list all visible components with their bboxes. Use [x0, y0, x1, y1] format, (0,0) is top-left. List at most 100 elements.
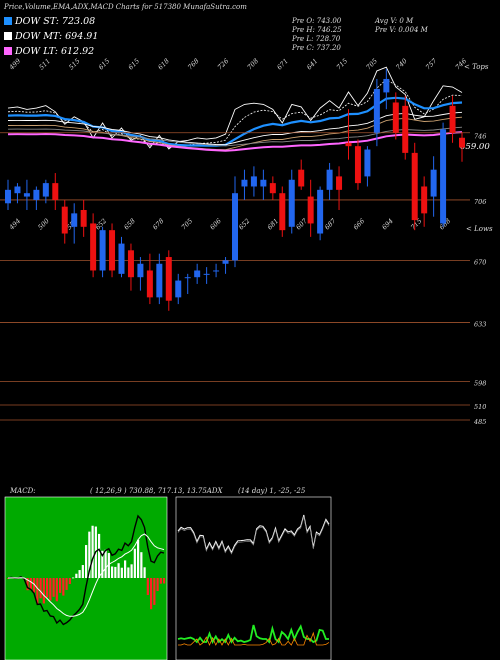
legend-dow-st: DOW ST: 723.08 — [4, 16, 95, 27]
candle-body — [459, 137, 465, 148]
candle-body — [127, 250, 134, 278]
macd-histogram-bar — [159, 578, 162, 584]
tops-label: 740 — [394, 57, 408, 71]
candle-body — [317, 189, 324, 234]
lows-label: 500 — [36, 217, 50, 231]
macd-histogram-bar — [101, 550, 104, 578]
macd-label: MACD: — [10, 487, 36, 495]
macd-histogram-bar — [133, 548, 136, 578]
candle-body — [165, 257, 172, 301]
pre-high: Pre H: 746.25 — [292, 26, 342, 34]
macd-histogram-bar — [65, 578, 68, 590]
macd-histogram-bar — [111, 566, 114, 578]
adx-background — [175, 496, 332, 660]
pre-close: Pre C: 737.20 — [292, 44, 341, 52]
macd-histogram-bar — [163, 578, 166, 584]
tops-label: 708 — [246, 57, 260, 71]
macd-histogram-bar — [75, 573, 78, 578]
macd-line — [7, 514, 165, 626]
tops-label: 515 — [67, 57, 81, 71]
candle-body — [5, 189, 11, 204]
candle-body — [71, 213, 78, 227]
lows-label: 658 — [122, 217, 136, 231]
legend-swatch-mt — [4, 32, 12, 40]
tops-label: 618 — [156, 57, 170, 71]
lows-label: 607 — [294, 216, 309, 231]
lows-label: 694 — [380, 217, 394, 231]
macd-histogram-bar — [150, 578, 153, 610]
legend-dow-st-label: DOW ST: 723.08 — [15, 16, 96, 27]
macd-histogram-bar — [91, 525, 94, 578]
legend-swatch-st — [4, 17, 12, 25]
tops-label: 726 — [216, 57, 230, 71]
macd-histogram-bar — [62, 578, 65, 596]
lows-label: 681 — [266, 217, 280, 231]
macd-values: ( 12,26,9 ) 730.88, 717.13, 13.75ADX — [90, 487, 223, 495]
macd-histogram-bar — [146, 578, 149, 596]
legend-dow-lt: DOW LT: 612.92 — [4, 46, 94, 57]
candle-body — [260, 179, 267, 187]
macd-background — [4, 496, 168, 660]
tops-label: 615 — [127, 57, 141, 71]
candle-body — [156, 263, 163, 298]
candle-body — [402, 105, 409, 153]
candle-body — [80, 210, 87, 227]
macd-signal-line — [7, 533, 165, 617]
candle-body — [184, 277, 191, 279]
candle-body — [392, 102, 399, 133]
legend-swatch-lt — [4, 47, 12, 55]
lows-corner-label: < Lows — [466, 225, 493, 233]
candle-body — [61, 206, 68, 234]
adx-values: (14 day) 1, -25, -25 — [238, 487, 306, 495]
lows-label: 678 — [151, 217, 165, 231]
macd-histogram-bar — [98, 533, 101, 578]
macd-panel — [4, 496, 168, 660]
tops-label: 705 — [365, 57, 379, 71]
candle-body — [440, 129, 447, 224]
pre-open: Pre O: 743.00 — [292, 17, 342, 25]
price-axis-label: 485 — [473, 418, 486, 426]
top-ema-mid — [7, 111, 463, 146]
top-ema-long-grey — [7, 126, 463, 147]
candle-body — [354, 146, 361, 184]
macd-histogram-bar — [39, 578, 42, 599]
lows-label: 494 — [7, 217, 22, 232]
candle-body — [118, 243, 125, 274]
lows-label: 652 — [237, 217, 251, 231]
macd-histogram-bar — [143, 567, 146, 578]
macd-histogram-bar — [52, 578, 55, 597]
candle-body — [411, 152, 418, 221]
lows-label: 606 — [208, 217, 222, 231]
tops-label: 768 — [186, 57, 200, 71]
lows-label: 666 — [352, 217, 366, 231]
candle-body — [42, 183, 49, 197]
legend-dow-mt: DOW MT: 694.91 — [4, 31, 98, 42]
candle-body — [364, 149, 371, 177]
tops-label: 715 — [335, 57, 349, 71]
candle-body — [421, 186, 428, 214]
candle-body — [326, 169, 333, 190]
candle-body — [194, 270, 201, 278]
macd-histogram-bar — [107, 553, 110, 578]
avg-volume: Avg V: 0 M — [375, 17, 414, 25]
price-axis-label: 598 — [474, 379, 486, 387]
macd-histogram-bar — [114, 566, 117, 578]
tops-label: 671 — [275, 57, 289, 71]
candle-body — [33, 189, 40, 200]
adx-grey-line — [177, 516, 330, 555]
candle-body — [23, 193, 30, 197]
candle-body — [383, 78, 390, 93]
macd-histogram-bar — [156, 578, 159, 592]
last-price-label: 659.00 — [460, 142, 490, 152]
top-ema-mid-2 — [7, 116, 463, 151]
macd-histogram-bar — [49, 578, 52, 601]
candle-body — [241, 179, 248, 187]
macd-histogram-bar — [29, 578, 32, 591]
macd-histogram-bar — [140, 552, 143, 578]
candle-body — [175, 280, 182, 298]
candle-body — [137, 263, 144, 278]
lows-label: 705 — [180, 217, 194, 231]
candle-body — [99, 230, 106, 271]
tops-label: 511 — [37, 57, 51, 71]
